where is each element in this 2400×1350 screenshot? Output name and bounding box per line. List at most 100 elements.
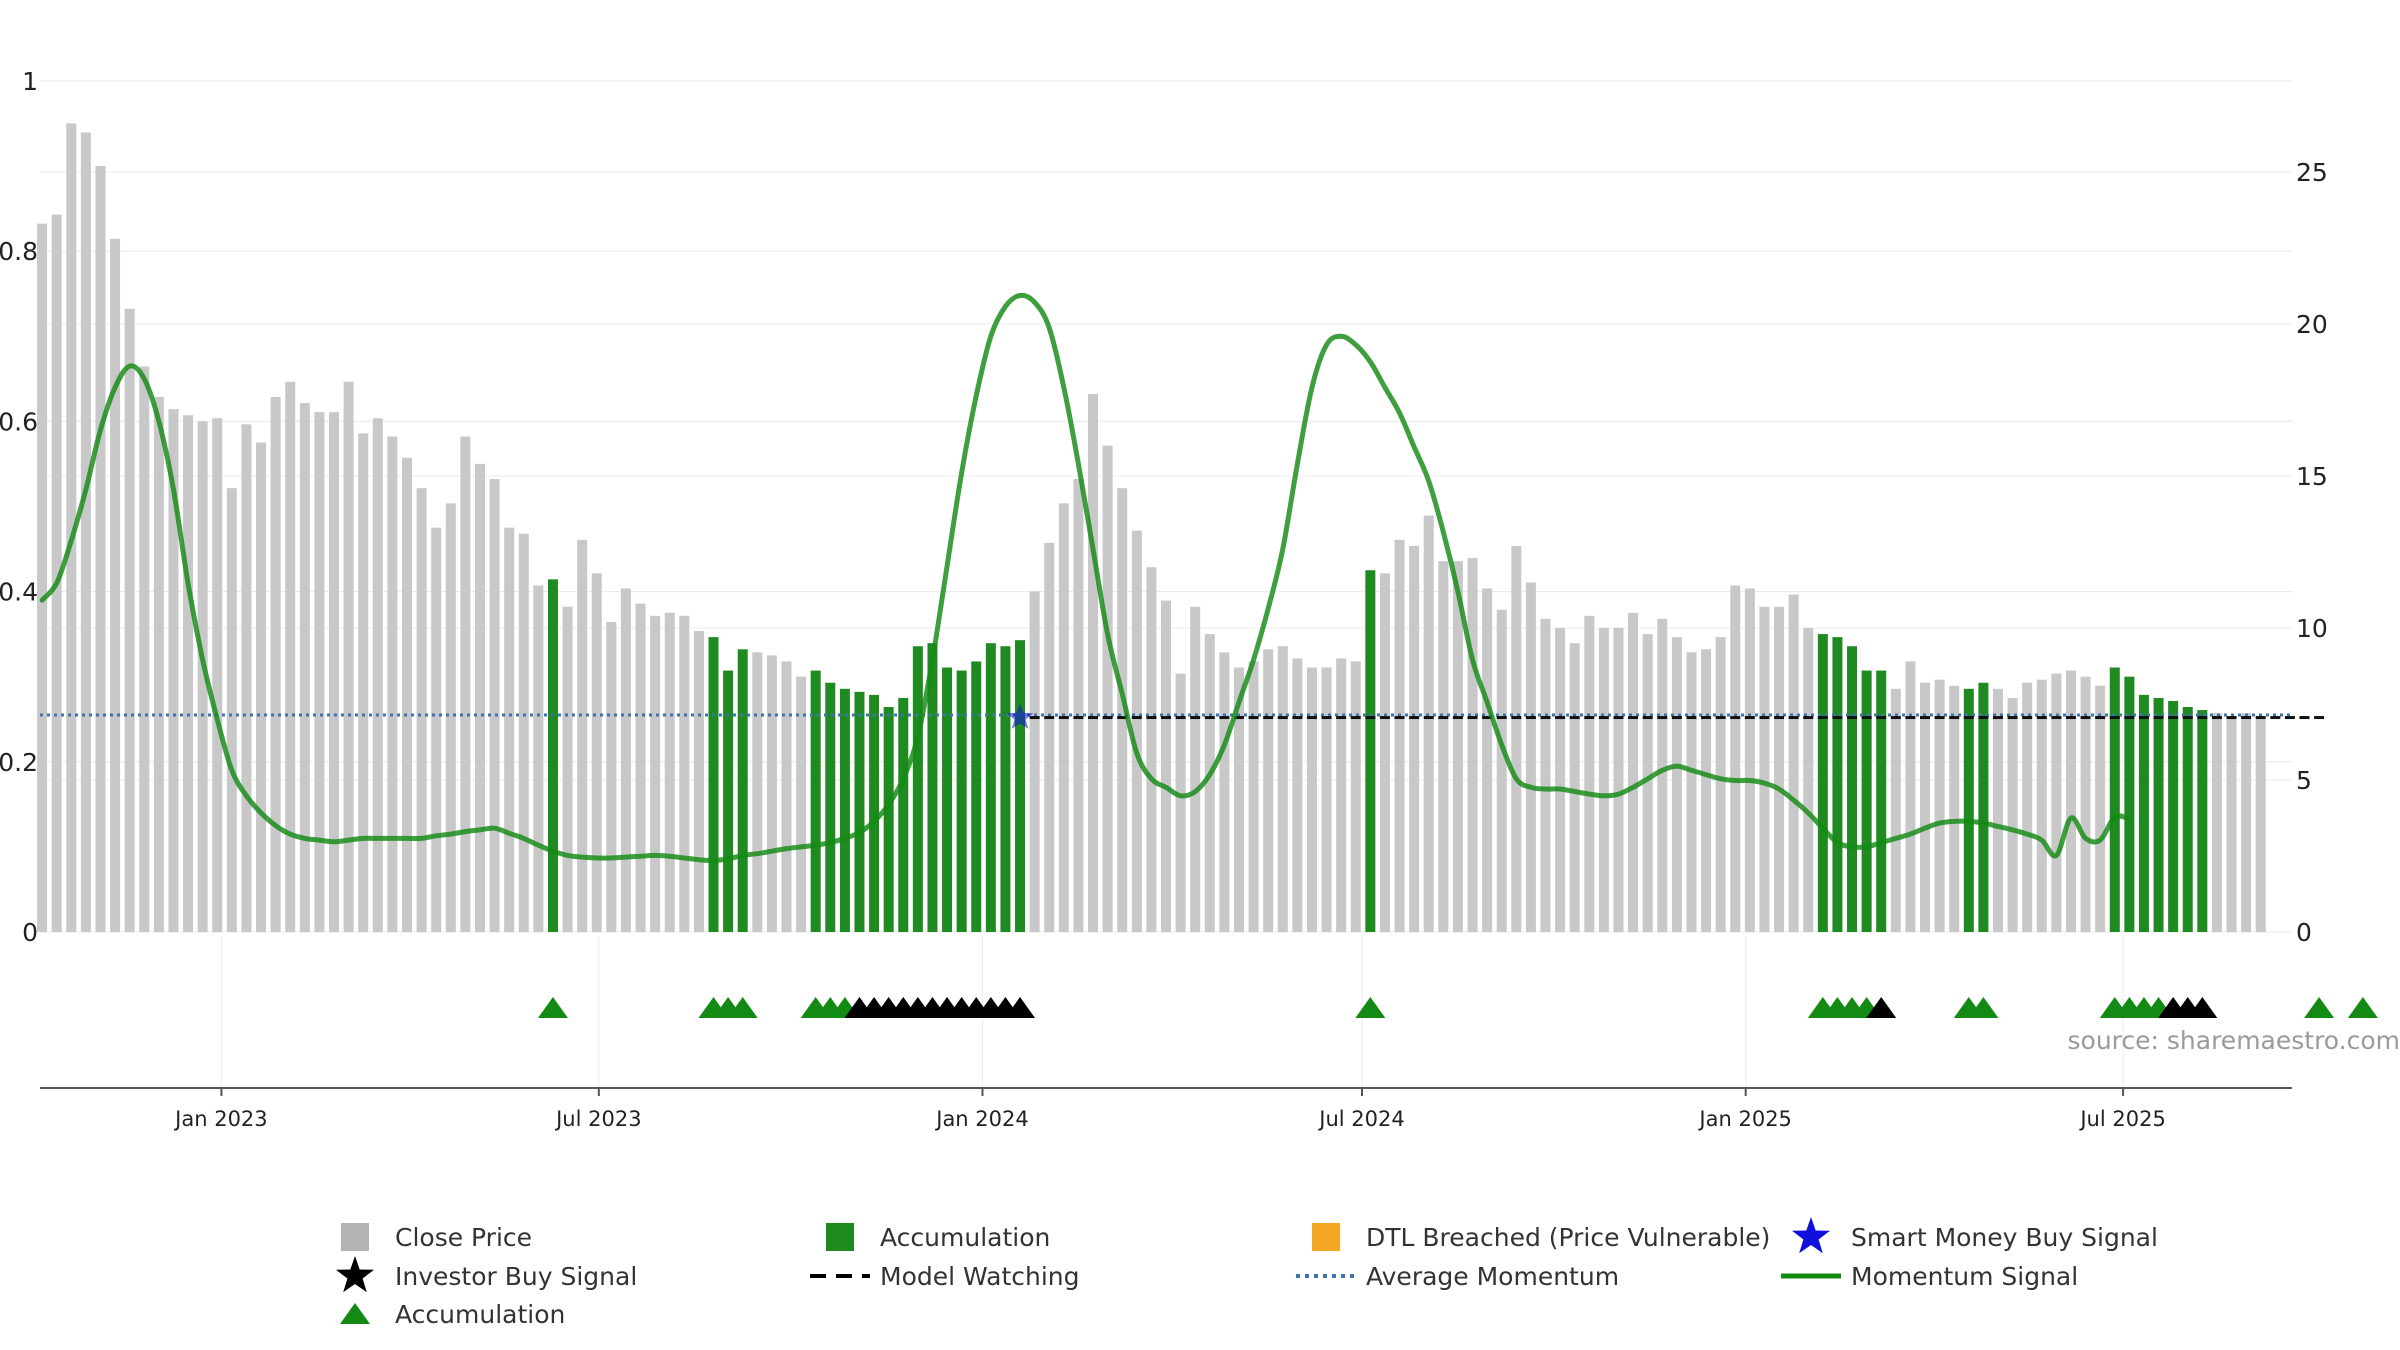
right-axis-ticks: 0 5 10 15 20 25 [2296, 158, 2328, 947]
close-price-bar [2241, 713, 2252, 932]
close-price-bar [1642, 634, 1653, 932]
accumulation-bar [883, 707, 894, 932]
accumulation-bar [927, 643, 938, 932]
close-price-bar [1686, 652, 1697, 932]
accumulation-bar [1000, 646, 1011, 932]
close-price-bar [1467, 558, 1478, 932]
legend-item: Smart Money Buy Signal [1792, 1217, 2158, 1254]
close-price-bar [1190, 606, 1201, 932]
legend-item: Investor Buy Signal [336, 1256, 637, 1293]
accumulation-bar [1817, 634, 1828, 932]
accumulation-triangle [2304, 997, 2335, 1018]
right-tick-label: 5 [2296, 766, 2312, 795]
close-price-bar [489, 479, 500, 932]
close-price-bar [270, 396, 281, 933]
close-price-bar [329, 412, 340, 932]
close-price-bar [139, 366, 150, 932]
x-tick-label: Jul 2025 [2078, 1107, 2165, 1131]
close-price-bar [1540, 618, 1551, 932]
accumulation-bar [912, 646, 923, 932]
close-price-bar [1890, 688, 1901, 932]
legend-label: Average Momentum [1366, 1262, 1619, 1291]
close-price-bar [1263, 649, 1274, 932]
accumulation-bar [1832, 637, 1843, 932]
close-price-bar [1730, 585, 1741, 932]
close-price-bar [533, 585, 544, 932]
accumulation-bar [839, 688, 850, 932]
close-price-bar [1992, 688, 2003, 932]
close-price-bar [562, 606, 573, 932]
legend-star-icon [1792, 1217, 1830, 1254]
close-price-bar [372, 418, 383, 932]
close-price-bar [606, 621, 617, 932]
accumulation-bar [547, 579, 558, 932]
accumulation-bar [708, 637, 719, 932]
legend: Close Price Accumulation DTL Breached (Pri… [336, 1217, 2158, 1329]
close-price-bar [1379, 573, 1390, 932]
source-label: source: sharemaestro.com [2068, 1026, 2400, 1055]
close-price-bar [2022, 682, 2033, 932]
close-price-bar [1701, 649, 1712, 932]
legend-item: DTL Breached (Price Vulnerable) [1312, 1223, 1770, 1252]
close-price-bar [358, 433, 369, 932]
close-price-bar [95, 165, 106, 933]
close-price-bar [620, 588, 631, 932]
close-price-bar [1613, 628, 1624, 932]
close-price-bar [1306, 667, 1317, 932]
smart-money-signals [1006, 703, 1034, 729]
close-price-bar [1657, 618, 1668, 932]
close-price-bar [1175, 673, 1186, 932]
close-price-bar [504, 527, 515, 932]
smart-money-star [1006, 703, 1034, 729]
close-price-bar [1044, 542, 1055, 932]
left-tick-label: 0.6 [0, 407, 38, 436]
accumulation-bar [956, 670, 967, 932]
close-price-bar [518, 533, 529, 932]
price-bars [37, 123, 2266, 933]
accumulation-bar [1365, 570, 1376, 932]
accumulation-bar [810, 670, 821, 932]
accumulation-bar [825, 682, 836, 932]
close-price-bar [2065, 670, 2076, 932]
close-price-bar [796, 676, 807, 932]
close-price-bar [1525, 582, 1536, 932]
investor-triangle [2187, 997, 2218, 1018]
close-price-bar [1423, 515, 1434, 932]
close-price-bar [2080, 676, 2091, 932]
close-price-bar [1117, 488, 1128, 932]
left-tick-label: 0.8 [0, 237, 38, 266]
close-price-bar [37, 223, 48, 932]
close-price-bar [1088, 393, 1099, 932]
legend-triangle-icon [340, 1303, 370, 1324]
close-price-bar [387, 436, 398, 932]
close-price-bar [1409, 545, 1420, 932]
accumulation-bar [2197, 710, 2208, 932]
close-price-bar [2051, 673, 2062, 932]
accumulation-bar [1847, 646, 1858, 932]
close-price-bar [124, 308, 135, 932]
close-price-bar [1934, 679, 1945, 932]
accumulation-bar [1963, 688, 1974, 932]
close-price-bar [1350, 661, 1361, 932]
close-price-bar [2095, 685, 2106, 932]
close-price-bar [1671, 637, 1682, 932]
close-price-bar [2007, 697, 2018, 932]
close-price-bar [183, 415, 194, 932]
accumulation-bar [898, 697, 909, 932]
close-price-bar [1073, 479, 1084, 932]
close-price-bar [1788, 594, 1799, 932]
left-tick-label: 0 [22, 918, 38, 947]
accumulation-bar [1978, 682, 1989, 932]
accumulation-bar [2153, 697, 2164, 932]
close-price-bar [285, 381, 296, 932]
legend-label: Momentum Signal [1851, 1262, 2078, 1291]
close-price-bar [1496, 609, 1507, 932]
close-price-bar [256, 442, 267, 932]
right-tick-label: 25 [2296, 158, 2328, 187]
close-price-bar [153, 396, 164, 933]
accumulation-triangle [2347, 997, 2378, 1018]
momentum-signal-line [39, 292, 2132, 864]
accumulation-bar [1015, 640, 1026, 932]
close-price-bar [1949, 685, 1960, 932]
